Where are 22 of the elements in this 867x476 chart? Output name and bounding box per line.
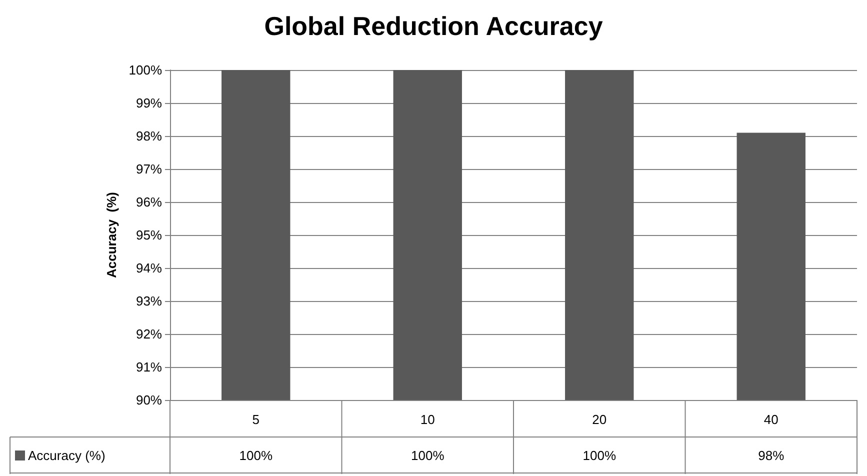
- y-tick-label: 95%: [136, 228, 162, 242]
- y-tick-label: 100%: [128, 62, 162, 78]
- data-label: 98%: [758, 448, 785, 463]
- x-tick-label: 20: [592, 412, 607, 427]
- y-axis-title: Accuracy (%): [104, 192, 119, 278]
- y-tick-label: 97%: [136, 162, 162, 176]
- y-tick-label: 99%: [136, 96, 162, 110]
- x-tick-label: 10: [420, 412, 435, 427]
- data-label: 100%: [239, 448, 273, 463]
- y-tick-label: 93%: [136, 294, 162, 308]
- x-tick-label: 40: [764, 412, 778, 427]
- y-tick-label: 94%: [136, 260, 162, 276]
- y-tick-label: 96%: [136, 194, 162, 210]
- x-tick-label: 5: [252, 412, 260, 427]
- data-label: 100%: [411, 448, 445, 463]
- y-tick-label: 92%: [136, 326, 162, 342]
- y-tick-label: 91%: [136, 360, 162, 374]
- chart-title: Global Reduction Accuracy: [264, 11, 604, 41]
- data-label: 100%: [582, 448, 616, 463]
- y-tick-label: 98%: [136, 128, 162, 144]
- y-tick-label: 90%: [136, 392, 162, 408]
- legend-label: Accuracy (%): [28, 448, 106, 463]
